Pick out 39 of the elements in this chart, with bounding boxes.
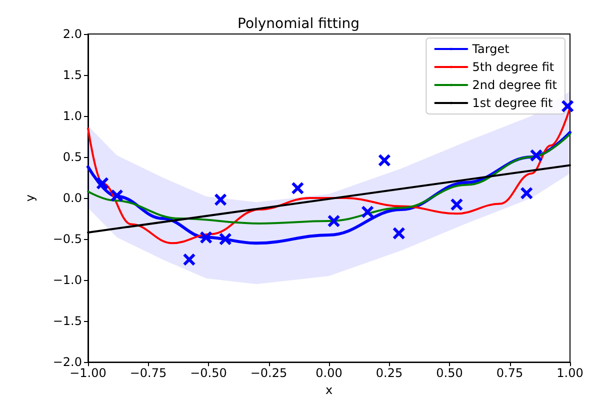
point: [214, 193, 228, 206]
y-axis-title: y: [23, 194, 37, 202]
point: [327, 214, 340, 228]
legend-label: 5th degree fit: [472, 60, 554, 74]
x-tick-label: 0.75: [496, 366, 524, 380]
line-series: [87, 133, 571, 224]
y-tick-label: −1.0: [52, 273, 82, 288]
x-tick-label: 0.25: [376, 366, 403, 380]
point: [450, 198, 464, 212]
x-tick-label: −0.25: [250, 366, 288, 380]
point: [96, 176, 109, 190]
point: [378, 154, 391, 167]
y-tick-label: 1.5: [62, 68, 82, 82]
point: [110, 189, 124, 202]
legend-label: 1st degree fit: [472, 96, 554, 110]
point: [530, 148, 543, 162]
y-tick-label: −1.5: [52, 314, 82, 328]
x-tick-label: −0.50: [190, 366, 227, 380]
x-tick-label: 0.50: [436, 366, 463, 380]
point: [392, 226, 406, 240]
point: [361, 205, 374, 218]
point: [561, 100, 574, 113]
point: [200, 230, 213, 244]
x-axis-title: x: [325, 383, 333, 397]
chart-title: Polynomial fitting: [237, 16, 360, 32]
y-tick-label: 1.0: [62, 109, 82, 124]
y-tick-label: 0.5: [62, 150, 82, 164]
y-tick-label: 2.0: [62, 27, 82, 41]
point: [520, 186, 534, 200]
x-tick-label: −0.75: [130, 366, 167, 380]
x-tick-label: 1.00: [556, 366, 584, 380]
legend-label: Target: [471, 42, 510, 56]
point: [218, 232, 232, 246]
point: [291, 182, 304, 195]
y-tick-label: −0.5: [52, 232, 82, 246]
x-tick-label: 0.00: [316, 366, 342, 380]
point: [182, 253, 196, 266]
y-tick-label: 0.0: [62, 191, 82, 206]
legend-label: 2nd degree fit: [472, 78, 558, 92]
